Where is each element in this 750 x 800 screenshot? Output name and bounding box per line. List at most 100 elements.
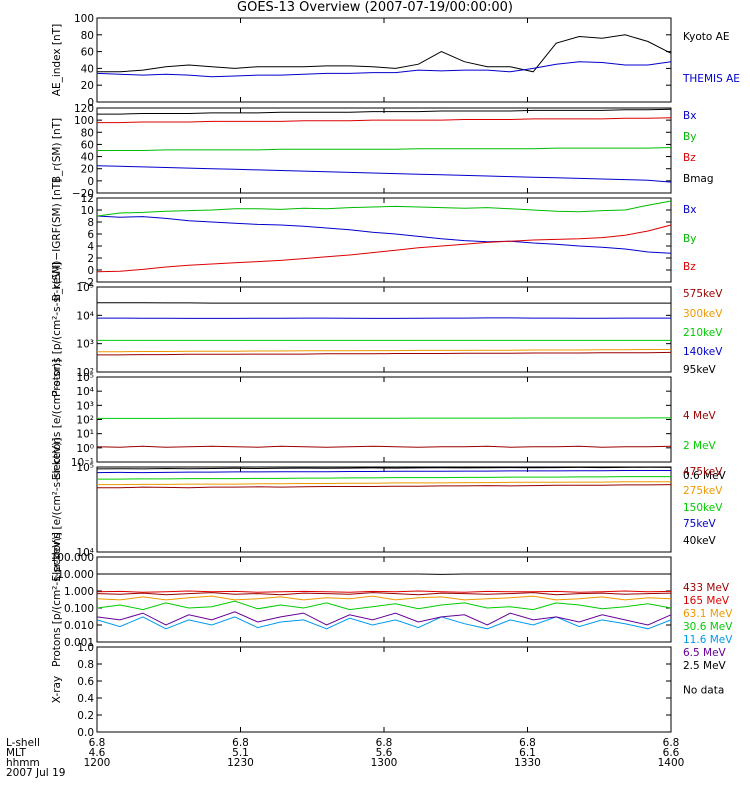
- y-tick-label: 10⁻¹: [71, 457, 94, 469]
- footer-hhmm-value: 1230: [227, 757, 254, 769]
- y-axis-label: AE_index [nT]: [51, 24, 63, 96]
- y-tick-label: 12: [81, 193, 94, 205]
- legend-150kev: 150keV: [683, 502, 723, 514]
- series-line-4-mev: [96, 445, 672, 448]
- legend-11.6-mev: 11.6 MeV: [683, 634, 733, 646]
- footer-mlt-value: 5.6: [375, 747, 393, 759]
- footer-lshell-value: 6.8: [232, 737, 249, 749]
- panel-6: 10⁴ 10⁵ Electrons [e/(cm²-s-sr-keV)]: [51, 438, 672, 581]
- y-tick-label: −20: [72, 188, 94, 200]
- series-line-kyoto-ae: [97, 34, 672, 73]
- y-tick-label: 0.001: [64, 637, 94, 649]
- footer-hhmm-value: 1200: [83, 757, 111, 769]
- y-tick-label: 10⁴: [76, 310, 94, 322]
- series-line-by: [96, 200, 672, 217]
- legend-300kev: 300keV: [683, 308, 723, 320]
- y-tick-label: 20: [81, 164, 94, 176]
- y-tick-label: 6: [87, 229, 94, 241]
- legend-275kev: 275keV: [683, 485, 723, 497]
- y-axis-label: B_r(SM) [nT]: [51, 118, 63, 183]
- y-tick-label: 40: [81, 152, 94, 164]
- legend-bx: Bx: [683, 110, 696, 122]
- legend-95kev: 95keV: [683, 364, 717, 376]
- y-axis-label: Electrons [e/(cm²-s-sr)]: [51, 359, 63, 480]
- y-tick-label: 0: [87, 176, 94, 188]
- y-tick-label: 10.000: [57, 569, 94, 581]
- series-line-40kev: [96, 466, 672, 470]
- panel-frame: [96, 286, 672, 373]
- y-tick-label: 2: [87, 253, 94, 265]
- y-tick-label: 120: [74, 103, 94, 115]
- y-tick-label: 10: [81, 205, 94, 217]
- panel-7: 0.001 0.010 0.100 1.000 10.000 100.000Protons…: [51, 532, 672, 667]
- y-tick-label: 10²: [76, 415, 94, 427]
- series-line-themis-ae: [96, 61, 672, 78]
- legend-140kev: 140keV: [683, 346, 723, 358]
- series-line-bz: [97, 117, 672, 124]
- footer-lshell-value: 6.8: [88, 737, 106, 749]
- footer-row-label-mlt: MLT: [6, 747, 26, 759]
- y-tick-label: 1.0: [77, 642, 94, 654]
- series-line-275kev: [97, 481, 671, 486]
- y-tick-label: 10⁴: [76, 547, 94, 559]
- y-tick-label: 8: [87, 217, 94, 229]
- y-tick-label: 0.010: [64, 620, 94, 632]
- legend-75kev: 75keV: [683, 518, 717, 530]
- series-line-2-mev: [97, 417, 671, 419]
- legend-433-mev: 433 MeV: [683, 582, 730, 594]
- legend-themis-ae: THEMIS AE: [682, 73, 740, 85]
- series-line-475kev: [97, 484, 672, 489]
- y-axis-label: Protons [p/(cm²-s-sr-keV)]: [51, 262, 63, 397]
- series-line-by: [97, 147, 672, 151]
- y-tick-label: 0.4: [77, 693, 94, 705]
- panel-4: 10² 10³ 10⁴ 10⁵ Protons [p/(cm²-s-sr-keV)]: [51, 262, 672, 397]
- y-tick-label: 0.100: [64, 603, 94, 615]
- series-line-165-mev: [96, 590, 672, 593]
- legend-2-mev: 2 MeV: [683, 440, 717, 452]
- series-line-bx: [96, 165, 672, 183]
- y-tick-label: 100: [74, 13, 94, 25]
- series-line-bmag: [97, 108, 672, 115]
- y-tick-label: 4: [87, 241, 94, 253]
- y-tick-label: 10¹: [76, 429, 94, 441]
- footer-hhmm-value: 1300: [370, 757, 398, 769]
- series-line-30.6-mev: [96, 600, 672, 611]
- y-tick-label: 0.0: [77, 727, 94, 739]
- legend-by: By: [683, 131, 696, 143]
- chart-title: GOES-13 Overview (2007-07-19/00:00:00): [237, 0, 513, 15]
- series-line-140kev: [97, 317, 671, 319]
- legend-575kev: 575keV: [683, 288, 723, 300]
- legend-475kev: 475keV: [683, 466, 723, 478]
- footer-mlt-value: 5.1: [232, 747, 249, 759]
- y-tick-label: 0.2: [77, 710, 94, 722]
- panel-1: 0 20 40 60 80 100 AE_index [nT]: [51, 13, 672, 109]
- series-line-11.6-mev: [96, 616, 672, 630]
- legend-kyoto-ae: Kyoto AE: [683, 31, 729, 43]
- legend-30.6-mev: 30.6 MeV: [683, 621, 733, 633]
- y-tick-label: 0.6: [77, 676, 94, 688]
- y-tick-label: 10³: [76, 400, 94, 412]
- legend-40kev: 40keV: [683, 535, 717, 547]
- y-tick-label: 0: [87, 97, 94, 109]
- panel-frame: [96, 466, 672, 553]
- y-axis-label: Protons [p/(cm²-s-sr-keV)]: [51, 532, 63, 667]
- legend-6.5-mev: 6.5 MeV: [683, 647, 727, 659]
- legend-165-mev: 165 MeV: [683, 595, 730, 607]
- y-tick-label: 10³: [76, 339, 94, 351]
- legend-2.5-mev: 2.5 MeV: [683, 660, 727, 672]
- footer-mlt-value: 6.6: [662, 747, 680, 759]
- y-tick-label: 40: [81, 63, 94, 75]
- footer-row-label-hhmm: hhmm: [6, 757, 40, 769]
- y-tick-label: 10⁵: [76, 462, 94, 474]
- series-line-575kev: [97, 351, 672, 356]
- panel-frame: [96, 646, 672, 733]
- y-tick-label: 0: [87, 265, 94, 277]
- footer-lshell-value: 6.8: [519, 737, 536, 749]
- y-tick-label: 0.8: [77, 659, 94, 671]
- y-tick-label: 10⁰: [76, 443, 94, 455]
- y-tick-label: 10⁵: [76, 282, 94, 294]
